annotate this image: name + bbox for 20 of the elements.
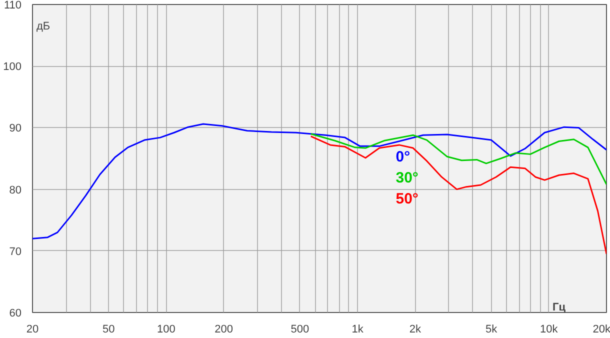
y-tick-label: 90 bbox=[9, 122, 22, 135]
y-tick-label: 100 bbox=[3, 61, 22, 74]
x-tick-label: 200 bbox=[214, 324, 234, 336]
series-label: 30° bbox=[396, 170, 418, 187]
series-label: 50° bbox=[396, 190, 418, 208]
x-tick-label: 5k bbox=[485, 324, 498, 336]
x-tick-label: 10k bbox=[540, 324, 558, 336]
x-tick-label: 50 bbox=[102, 324, 115, 336]
x-tick-label: 100 bbox=[157, 324, 176, 336]
x-tick-label: 1k bbox=[352, 324, 364, 336]
series-label: 0° bbox=[396, 148, 410, 166]
x-tick-label: 20 bbox=[26, 324, 39, 336]
x-tick-label: 2k bbox=[409, 324, 422, 336]
y-tick-label: 70 bbox=[9, 246, 22, 258]
y-tick-label: 110 bbox=[4, 0, 22, 12]
y-tick-label: 60 bbox=[9, 308, 22, 320]
y-axis-title: дБ bbox=[36, 20, 50, 32]
y-tick-label: 80 bbox=[9, 184, 22, 196]
x-tick-label: 500 bbox=[290, 324, 310, 336]
x-axis-title: Гц bbox=[552, 302, 566, 314]
